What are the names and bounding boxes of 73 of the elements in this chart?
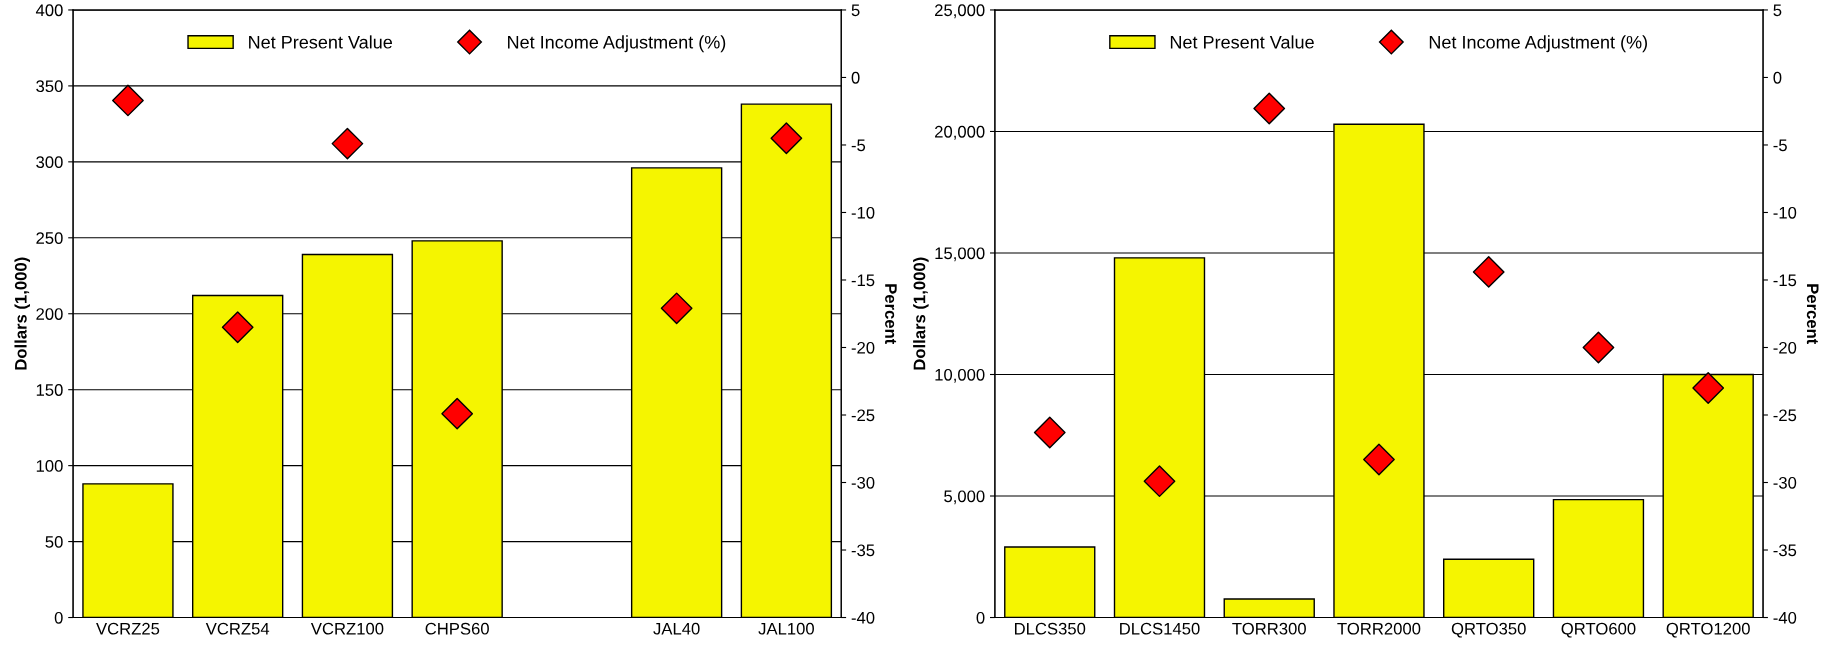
point bbox=[770, 122, 803, 155]
point bbox=[1363, 443, 1395, 476]
point bbox=[660, 292, 693, 325]
point bbox=[1033, 416, 1066, 449]
bar bbox=[1004, 546, 1096, 618]
y2-tick-label: -10 bbox=[851, 206, 875, 219]
y2-tick-label: -20 bbox=[851, 341, 875, 354]
x-tick-label: QRTO1200 bbox=[1666, 622, 1750, 638]
y-tick-label: 300 bbox=[36, 156, 63, 169]
y2-axis-title: Percent bbox=[885, 284, 897, 345]
y2-tick-label: -25 bbox=[1773, 409, 1797, 422]
y-tick-label: 0 bbox=[976, 611, 985, 624]
x-tick-label: DLCS1450 bbox=[1120, 622, 1200, 635]
point bbox=[1472, 255, 1505, 288]
legend-label: Net Present Value bbox=[1170, 35, 1314, 49]
y2-tick-label: -10 bbox=[1773, 206, 1797, 219]
legend-label: Net Present Value bbox=[249, 35, 393, 49]
y2-tick-label: -40 bbox=[851, 611, 875, 624]
y-tick-label: 0 bbox=[54, 611, 63, 624]
y2-tick-label: -25 bbox=[851, 409, 875, 422]
legend-label: Net Income Adjustment (%) bbox=[1429, 35, 1647, 53]
y2-tick-label: 5 bbox=[1773, 4, 1782, 17]
y2-tick-label: -15 bbox=[1773, 274, 1797, 287]
y2-tick-label: -5 bbox=[851, 139, 866, 152]
y-tick-label: 100 bbox=[36, 460, 63, 472]
x-tick-label: JAL40 bbox=[653, 622, 700, 635]
point bbox=[1582, 331, 1615, 364]
x-tick-label: JAL100 bbox=[758, 622, 814, 635]
x-tick-label: VCRZ54 bbox=[205, 622, 270, 635]
point bbox=[441, 397, 474, 430]
y2-tick-label: -35 bbox=[1773, 544, 1797, 557]
x-tick-label: TORR2000 bbox=[1337, 622, 1421, 635]
y2-tick-label: 0 bbox=[851, 71, 860, 84]
point bbox=[1692, 372, 1725, 404]
y-axis-title: Dollars (1,000) bbox=[14, 257, 30, 370]
point bbox=[1253, 92, 1286, 125]
y-tick-label: 250 bbox=[36, 232, 63, 244]
y-tick-label: 25,000 bbox=[935, 4, 985, 19]
point bbox=[221, 311, 254, 344]
point bbox=[112, 84, 144, 117]
x-tick-label: VCRZ100 bbox=[310, 622, 384, 635]
y2-tick-label: 0 bbox=[1773, 71, 1782, 84]
y2-tick-label: -30 bbox=[1773, 476, 1797, 489]
x-tick-label: QRTO350 bbox=[1451, 622, 1526, 638]
x-tick-label: DLCS350 bbox=[1014, 622, 1086, 635]
y2-tick-label: -35 bbox=[851, 544, 875, 557]
bar bbox=[1443, 558, 1535, 618]
y-tick-label: 15,000 bbox=[935, 247, 985, 262]
y2-tick-label: -20 bbox=[1773, 341, 1797, 354]
y-tick-label: 150 bbox=[36, 384, 63, 396]
bar bbox=[1223, 598, 1315, 618]
bar bbox=[1552, 498, 1645, 618]
y-tick-label: 50 bbox=[45, 535, 63, 548]
y2-tick-label: 5 bbox=[851, 4, 860, 17]
y-tick-label: 350 bbox=[36, 80, 63, 93]
y-tick-label: 400 bbox=[35, 4, 63, 17]
y2-tick-label: -30 bbox=[851, 476, 875, 489]
x-tick-label: CHPS60 bbox=[425, 622, 489, 635]
y2-tick-label: -15 bbox=[851, 274, 875, 287]
y2-tick-label: -5 bbox=[1773, 139, 1787, 152]
x-tick-label: QRTO600 bbox=[1561, 622, 1636, 638]
legend-label: Net Income Adjustment (%) bbox=[508, 35, 726, 53]
y-axis-title: Dollars (1,000) bbox=[913, 257, 929, 370]
y2-tick-label: -40 bbox=[1773, 611, 1797, 624]
y2-axis-title: Percent bbox=[1806, 284, 1819, 345]
y-tick-label: 20,000 bbox=[935, 125, 985, 140]
y-tick-label: 200 bbox=[36, 308, 63, 320]
point bbox=[1143, 465, 1176, 498]
x-tick-label: TORR300 bbox=[1232, 622, 1306, 635]
x-tick-label: VCRZ25 bbox=[96, 622, 160, 635]
y-tick-label: 5,000 bbox=[944, 490, 985, 505]
y-tick-label: 10,000 bbox=[935, 368, 985, 383]
point bbox=[331, 127, 364, 160]
